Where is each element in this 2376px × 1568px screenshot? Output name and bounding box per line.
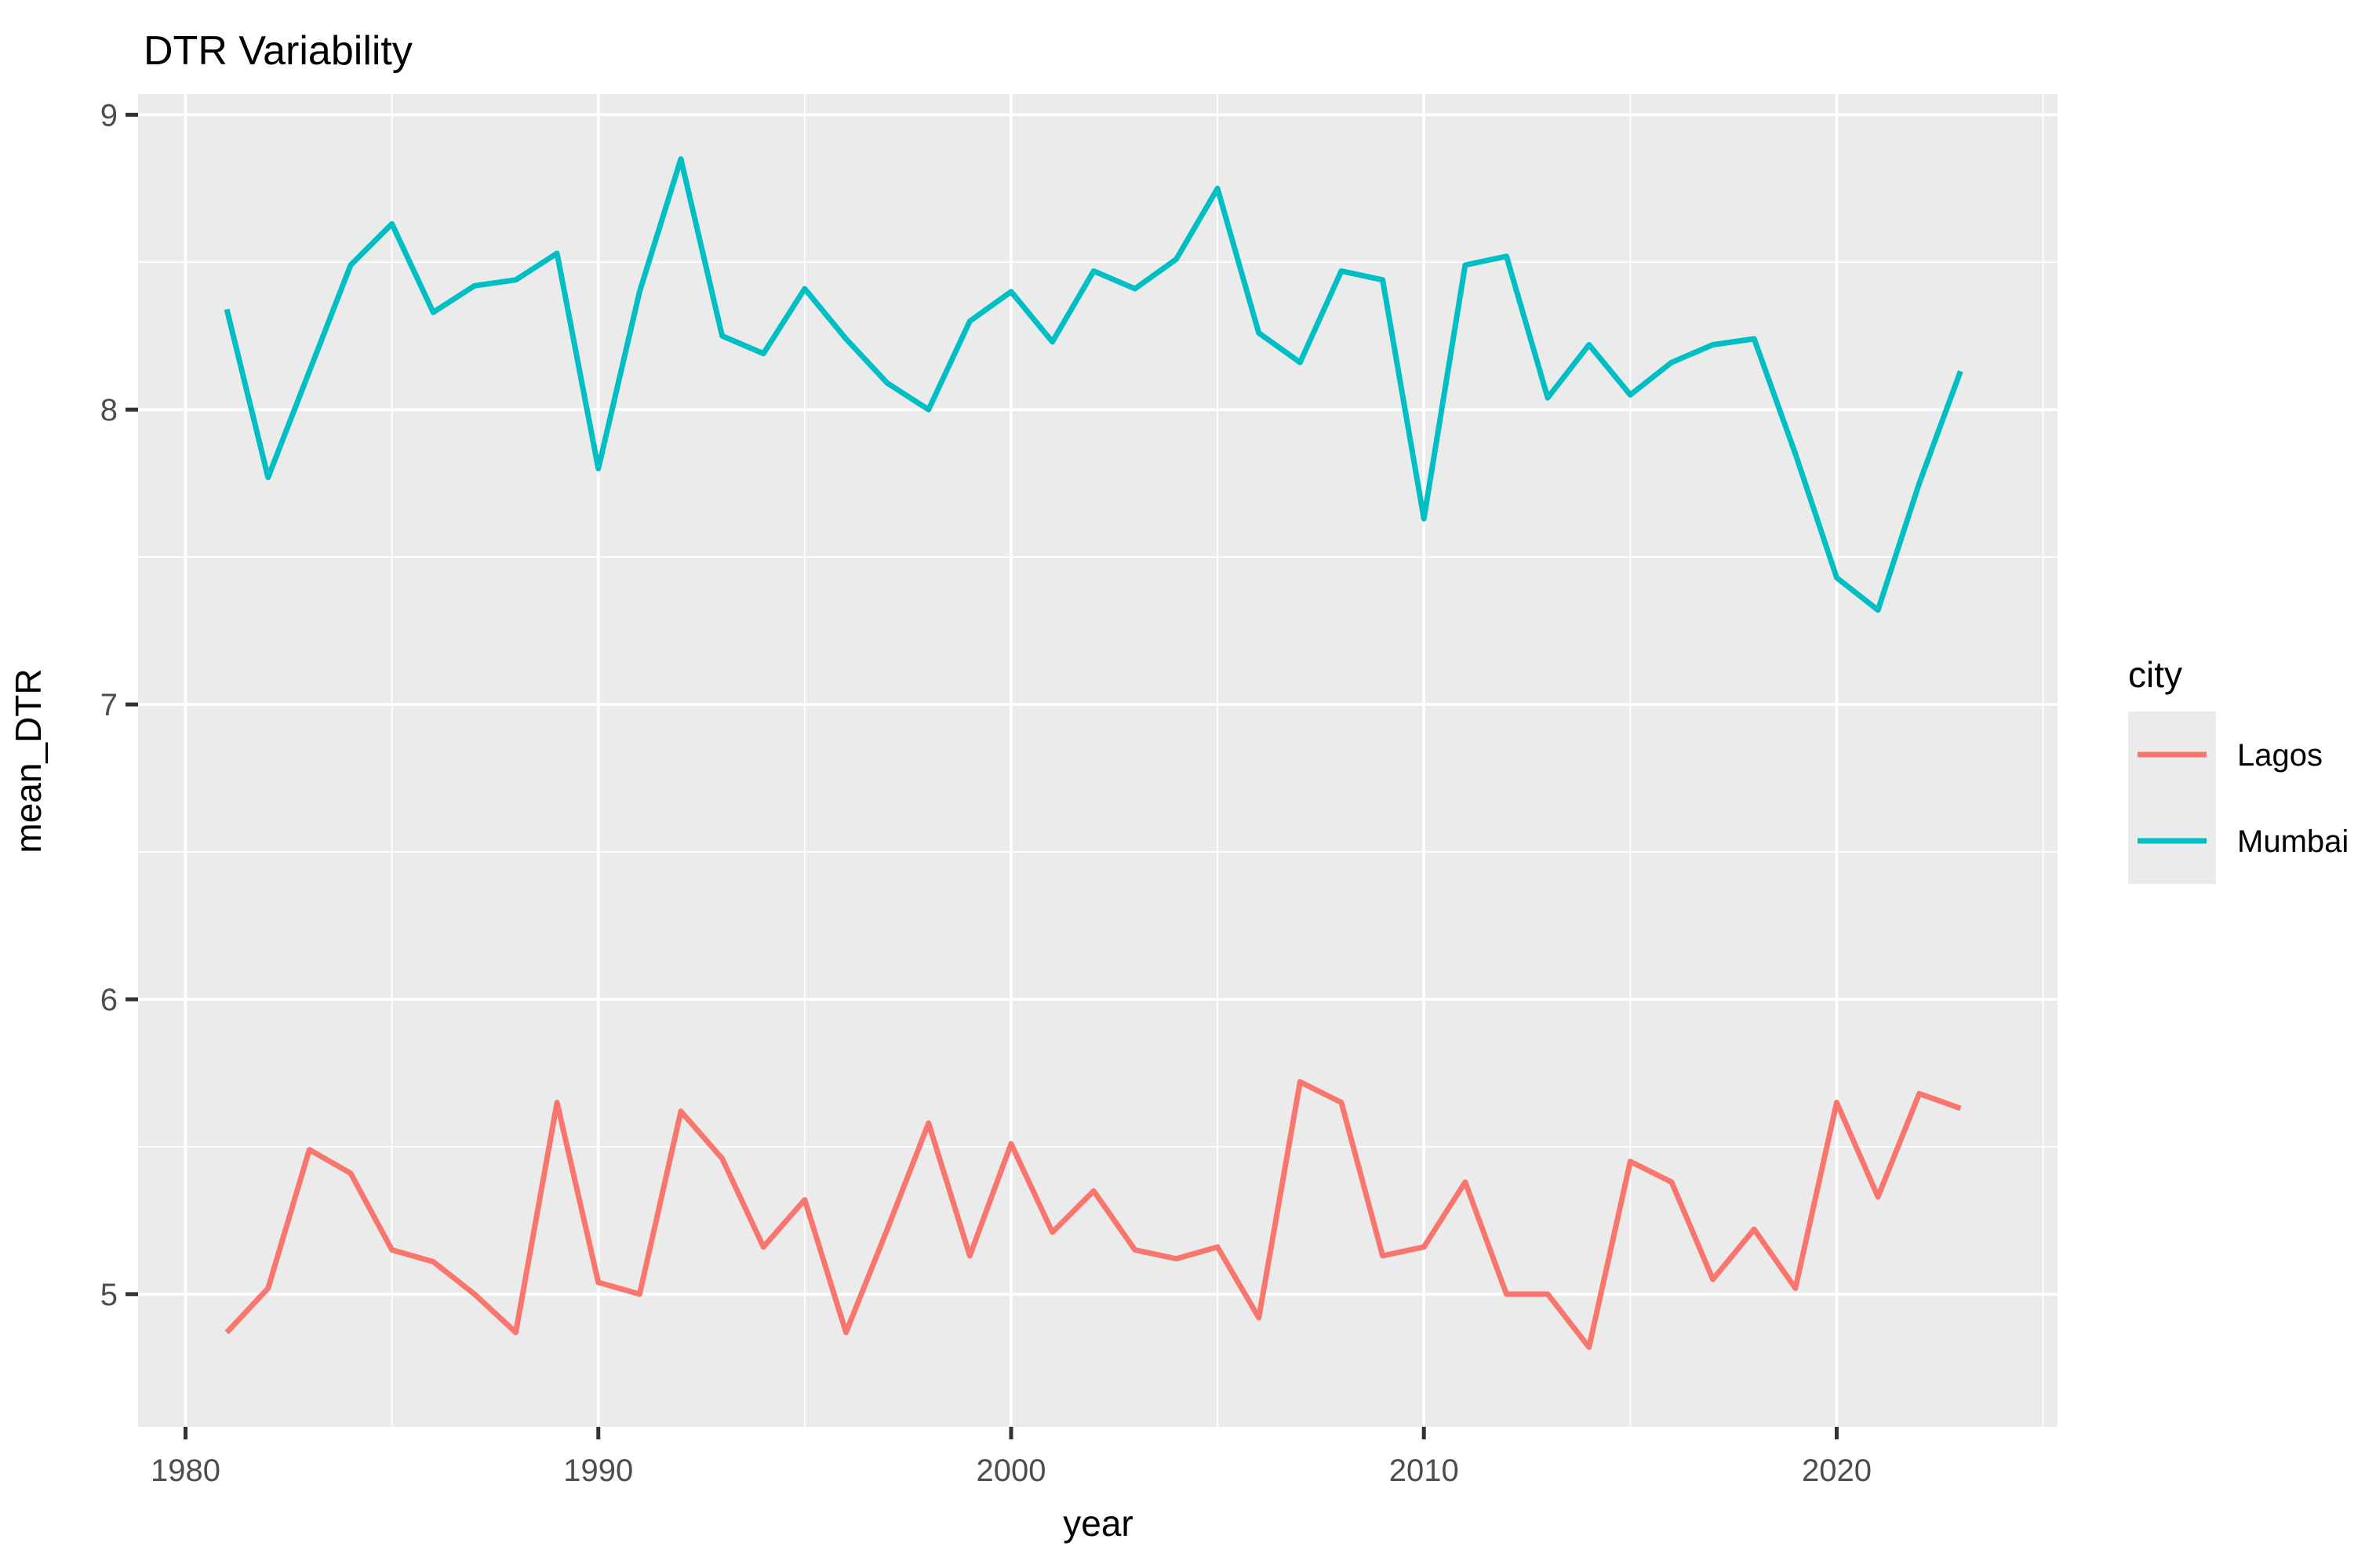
y-tick-label: 9	[100, 98, 118, 133]
panel-background	[138, 94, 2058, 1427]
y-tick-label: 7	[100, 688, 118, 722]
chart-title: DTR Variability	[144, 28, 413, 74]
y-tick-label: 8	[100, 393, 118, 427]
legend-title: city	[2128, 654, 2182, 695]
x-axis-title: year	[1063, 1503, 1133, 1544]
x-tick-label: 2020	[1802, 1453, 1872, 1488]
series-line-mumbai	[224, 156, 1963, 613]
panel-layer: 1980 1990 2000 2010 2020 5 6 7 8 9	[100, 94, 2058, 1488]
x-tick-label: 2010	[1389, 1453, 1459, 1488]
series-layer	[224, 156, 1963, 1351]
x-tick-label: 1980	[151, 1453, 220, 1488]
legend-layer: Lagos Mumbai	[2128, 711, 2349, 884]
y-tick-label: 5	[100, 1278, 118, 1312]
legend-label-mumbai: Mumbai	[2237, 824, 2349, 859]
series-line-lagos	[224, 1079, 1962, 1351]
x-tick-label: 1990	[563, 1453, 633, 1488]
y-axis-title: mean_DTR	[8, 668, 49, 853]
legend-label-lagos: Lagos	[2237, 738, 2323, 773]
y-tick-label: 6	[100, 983, 118, 1017]
x-tick-label: 2000	[976, 1453, 1046, 1488]
